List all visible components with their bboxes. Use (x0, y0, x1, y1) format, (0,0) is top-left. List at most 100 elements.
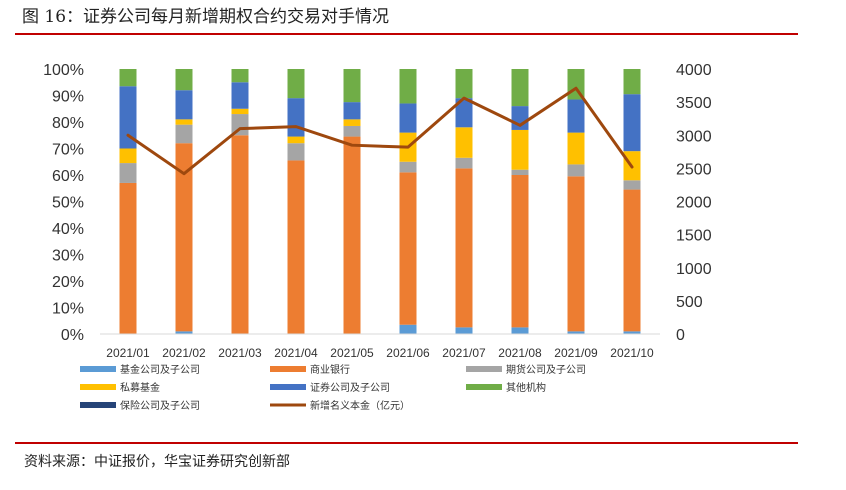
legend-label: 证券公司及子公司 (310, 381, 390, 394)
bar-segment-4-3 (287, 98, 305, 137)
legend-swatch (270, 366, 306, 372)
bar-segment-2-6 (455, 157, 473, 169)
y-right-tick-label: 1500 (676, 228, 712, 245)
source-divider (15, 442, 798, 444)
legend-swatch (466, 366, 502, 372)
bar-segment-2-8 (567, 164, 585, 177)
bar-segment-2-0 (119, 163, 137, 183)
x-tick-label: 2021/10 (610, 346, 654, 360)
x-tick-label: 2021/02 (162, 346, 206, 360)
bar-segment-3-1 (175, 119, 193, 125)
bar-segment-3-6 (455, 127, 473, 158)
legend-label: 新增名义本金（亿元） (310, 399, 410, 412)
bar-segment-1-8 (567, 176, 585, 332)
bar-segment-2-4 (343, 125, 361, 137)
axes-layer: 0% 10% 20% 30% 40% 50% 60% 70% 80% 90% 100% 0 500 100… (43, 62, 712, 360)
y-left-tick-label: 50% (52, 195, 84, 212)
bar-segment-4-6 (455, 98, 473, 128)
title-divider (15, 33, 798, 35)
bar-segment-3-3 (287, 136, 305, 144)
figure-title: 图 16：证券公司每月新增期权合约交易对手情况 (22, 7, 390, 27)
bar-segment-0-1 (175, 331, 193, 334)
legend-label: 保险公司及子公司 (120, 399, 200, 412)
y-right-tick-label: 2000 (676, 195, 712, 212)
bar-segment-0-6 (455, 327, 473, 334)
bar-segment-1-3 (287, 160, 305, 334)
x-tick-label: 2021/06 (386, 346, 430, 360)
bar-segment-2-7 (511, 169, 529, 175)
bar-segment-4-5 (399, 103, 417, 133)
y-left-tick-label: 0% (61, 327, 84, 344)
bar-segment-4-2 (231, 82, 249, 109)
bar-segment-4-9 (623, 94, 641, 152)
bar-segment-3-7 (511, 129, 529, 170)
x-tick-label: 2021/09 (554, 346, 598, 360)
legend-swatch (80, 384, 116, 390)
legend-swatch (270, 384, 306, 390)
bar-segment-2-3 (287, 143, 305, 161)
y-left-tick-label: 10% (52, 301, 84, 318)
bar-segment-5-1 (175, 69, 193, 91)
y-right-tick-label: 4000 (676, 62, 712, 79)
legend-swatch (80, 402, 116, 408)
bar-segment-5-5 (399, 69, 417, 104)
bar-segment-1-1 (175, 143, 193, 332)
legend-label: 私募基金 (120, 381, 160, 394)
bar-segment-5-9 (623, 69, 641, 95)
bar-segment-3-4 (343, 119, 361, 126)
bar-segment-2-5 (399, 161, 417, 173)
y-right-tick-label: 500 (676, 294, 703, 311)
x-tick-label: 2021/01 (106, 346, 150, 360)
bar-segment-0-5 (399, 324, 417, 334)
x-tick-label: 2021/08 (498, 346, 542, 360)
chart: 0% 10% 20% 30% 40% 50% 60% 70% 80% 90% 100% 0 500 100… (43, 62, 712, 412)
legend-swatch (80, 366, 116, 372)
bar-segment-5-7 (511, 69, 529, 107)
line-layer (126, 86, 634, 176)
legend-label: 基金公司及子公司 (120, 363, 200, 376)
bar-segment-0-8 (567, 331, 585, 334)
y-left-tick-label: 90% (52, 89, 84, 106)
bar-segment-5-3 (287, 69, 305, 99)
legend-label: 期货公司及子公司 (506, 363, 586, 376)
x-tick-label: 2021/04 (274, 346, 318, 360)
bar-segment-5-0 (119, 69, 137, 87)
bar-segment-5-2 (231, 69, 249, 83)
bar-segment-1-7 (511, 175, 529, 328)
legend-swatch (466, 384, 502, 390)
bar-segment-0-7 (511, 327, 529, 334)
bar-segment-4-4 (343, 102, 361, 120)
line-series-notional (126, 86, 634, 176)
bar-segment-1-6 (455, 168, 473, 328)
bar-segment-1-2 (231, 135, 249, 334)
y-left-tick-label: 80% (52, 115, 84, 132)
y-right-tick-label: 1000 (676, 261, 712, 278)
bar-segment-3-0 (119, 148, 137, 164)
bar-segment-1-5 (399, 172, 417, 325)
bar-segment-2-1 (175, 124, 193, 144)
bar-segment-0-9 (623, 331, 641, 334)
y-right-tick-label: 3000 (676, 128, 712, 145)
y-left-tick-label: 20% (52, 274, 84, 291)
bar-segment-5-4 (343, 69, 361, 103)
y-right-tick-label: 3500 (676, 95, 712, 112)
bar-segment-1-4 (343, 136, 361, 334)
x-tick-label: 2021/05 (330, 346, 374, 360)
bar-segment-4-1 (175, 90, 193, 120)
y-left-tick-label: 30% (52, 248, 84, 265)
legend-label: 其他机构 (506, 381, 546, 394)
bar-segment-1-0 (119, 182, 137, 334)
y-right-tick-label: 2500 (676, 161, 712, 178)
source-note: 资料来源：中证报价，华宝证券研究创新部 (24, 454, 290, 470)
y-left-tick-label: 60% (52, 168, 84, 185)
y-left-tick-label: 40% (52, 221, 84, 238)
legend-label: 商业银行 (310, 363, 350, 376)
bar-segment-2-9 (623, 180, 641, 190)
bar-segment-4-8 (567, 99, 585, 133)
y-right-tick-label: 0 (676, 327, 685, 344)
bar-segment-3-2 (231, 108, 249, 115)
y-left-tick-label: 70% (52, 142, 84, 159)
bar-layer (119, 69, 641, 334)
x-tick-label: 2021/03 (218, 346, 262, 360)
